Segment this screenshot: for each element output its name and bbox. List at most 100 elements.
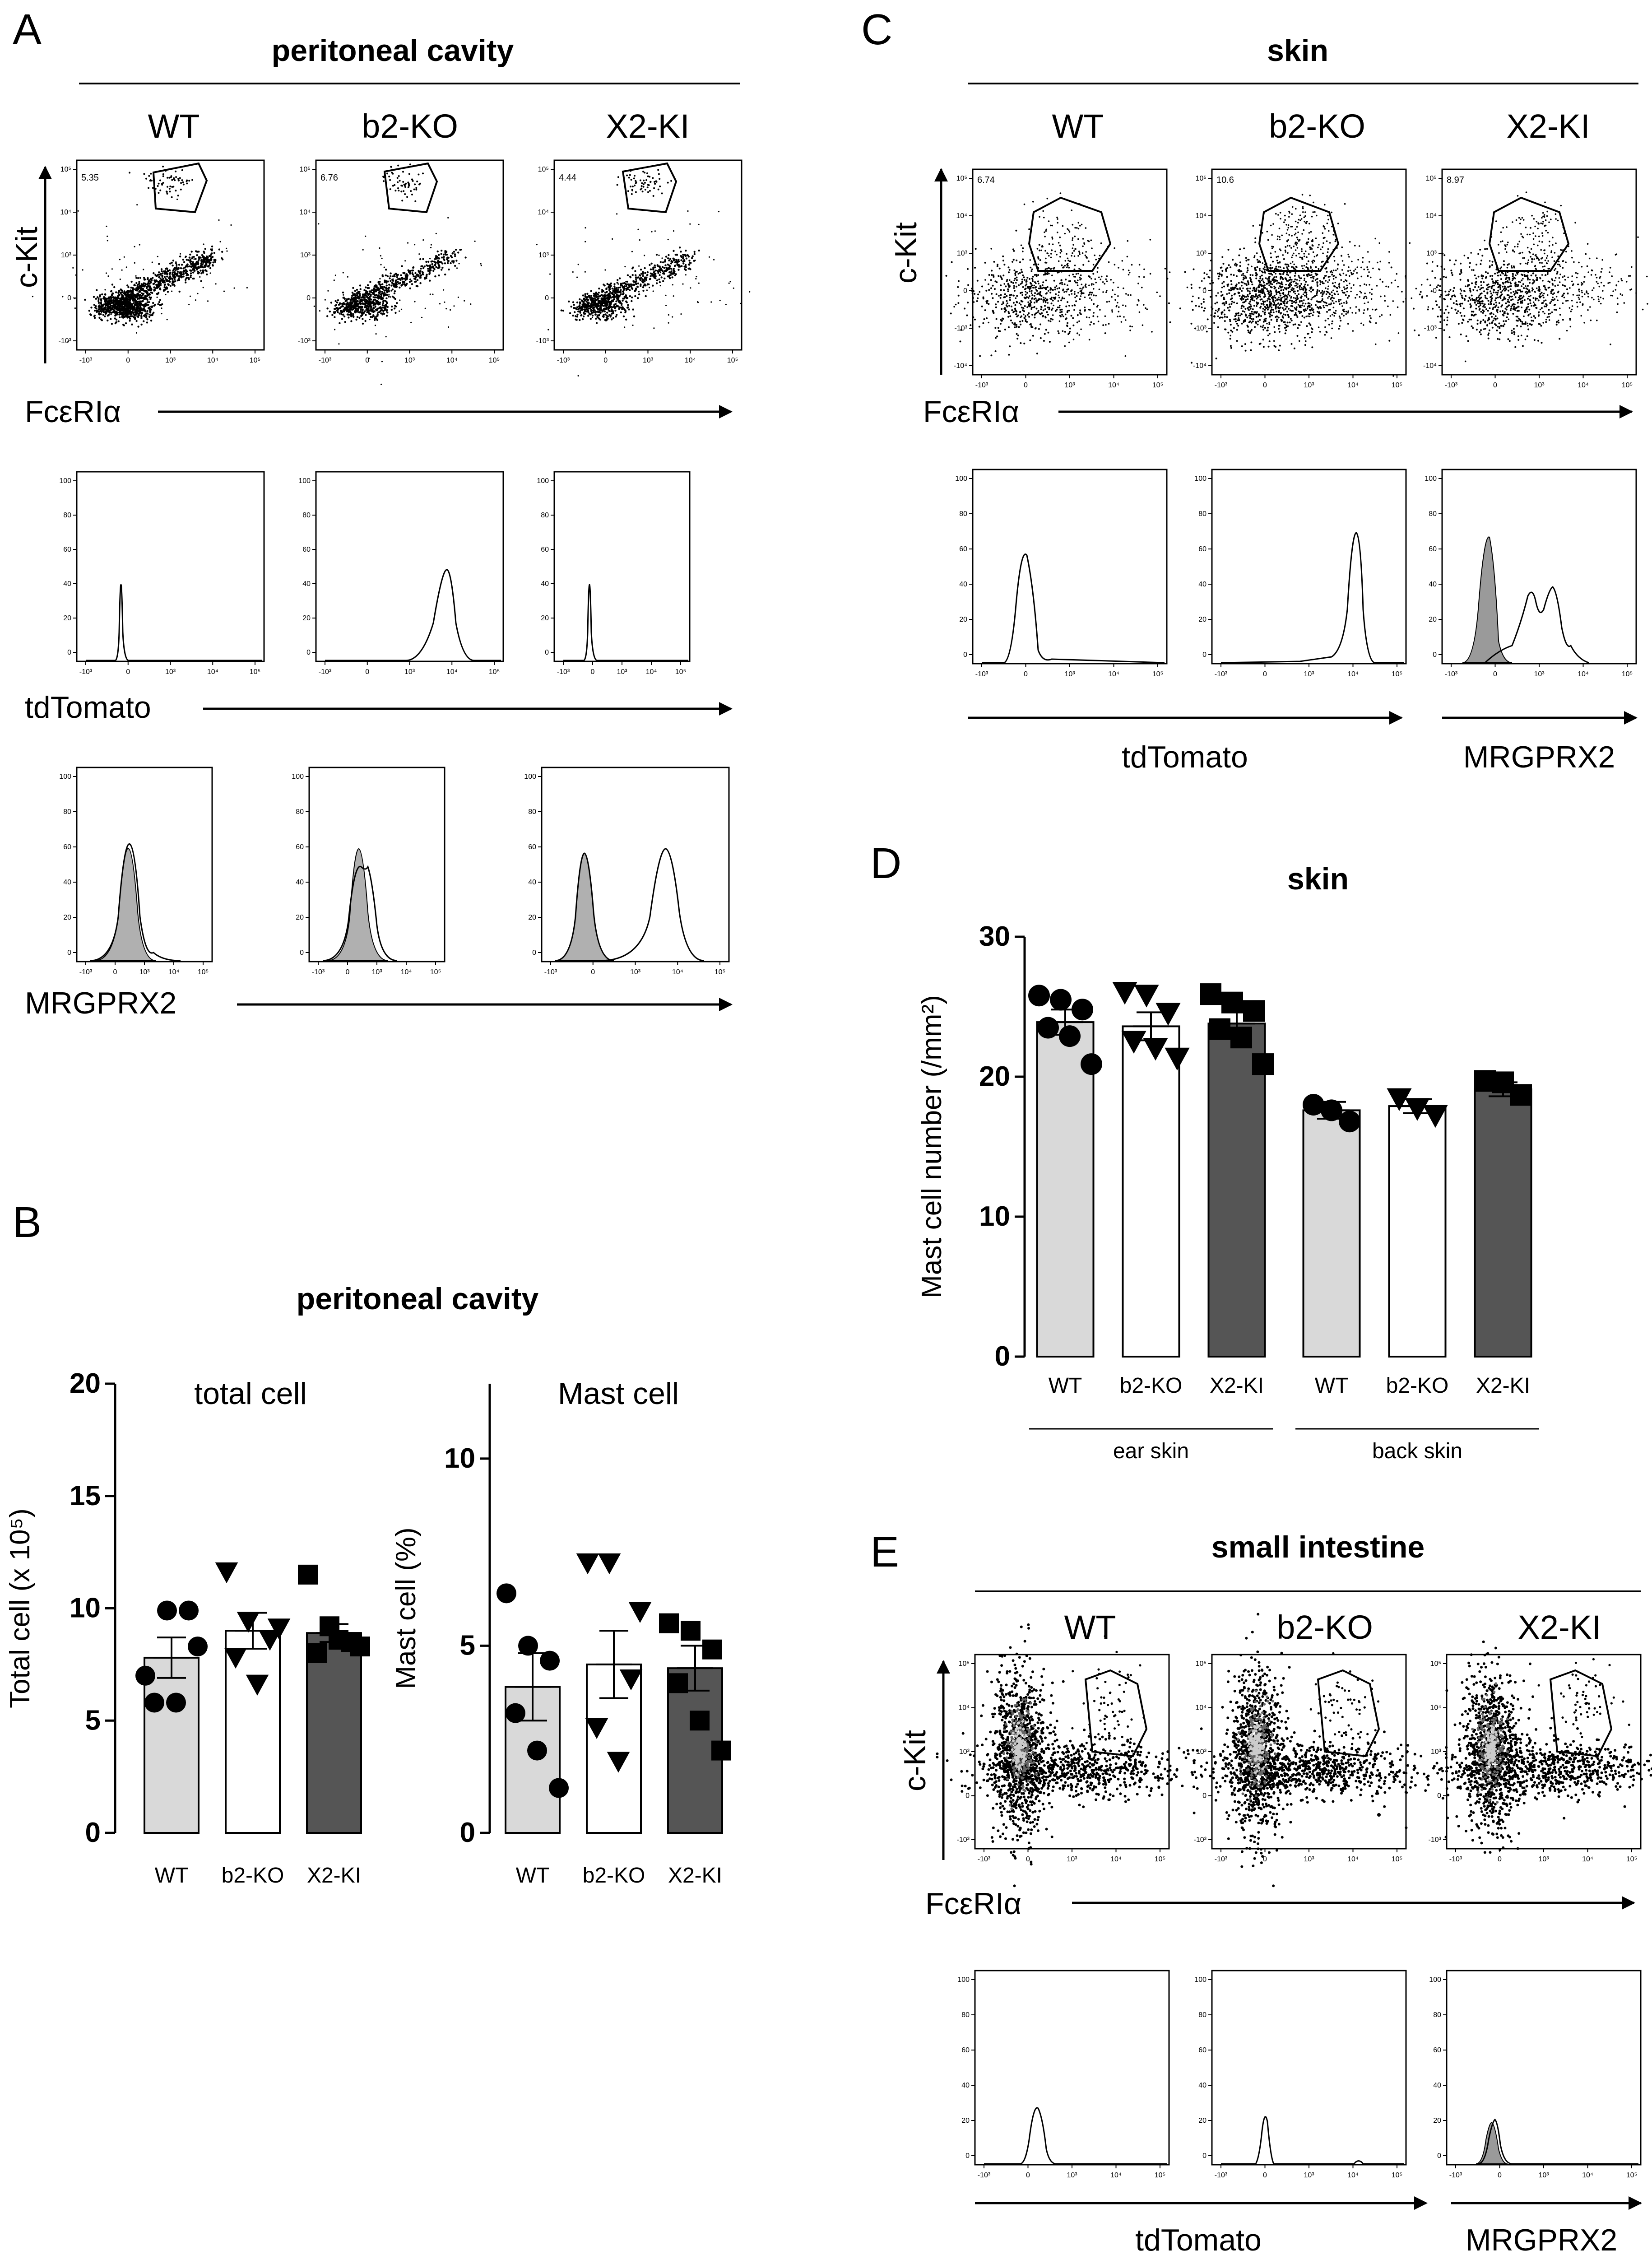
event-dot xyxy=(1058,297,1060,299)
event-dot xyxy=(1077,222,1080,224)
event-dot xyxy=(1223,304,1225,306)
event-dot xyxy=(630,285,632,288)
event-dot xyxy=(334,300,337,302)
event-dot xyxy=(1099,309,1101,311)
event-dot xyxy=(331,314,334,316)
event-dot xyxy=(598,292,600,294)
event-dot xyxy=(599,295,602,298)
event-dot xyxy=(1029,302,1031,305)
event-dot xyxy=(611,292,613,294)
event-dot xyxy=(1068,267,1070,269)
event-dot xyxy=(385,304,387,306)
event-dot xyxy=(1046,298,1049,301)
event-dot xyxy=(1059,315,1061,316)
event-dot xyxy=(356,316,359,318)
event-dot xyxy=(1019,272,1021,274)
event-dot xyxy=(408,182,410,185)
event-dot xyxy=(1156,291,1158,293)
event-dot xyxy=(132,306,135,308)
event-dot xyxy=(1100,279,1102,280)
event-dot xyxy=(1027,297,1030,299)
event-dot xyxy=(326,315,329,317)
event-dot xyxy=(985,289,988,292)
event-dot xyxy=(382,180,385,182)
event-dot xyxy=(651,274,654,277)
event-dot xyxy=(668,254,670,256)
event-dot xyxy=(1129,330,1131,331)
event-dot xyxy=(374,319,376,321)
event-dot xyxy=(135,277,138,279)
event-dot xyxy=(409,163,411,166)
event-dot xyxy=(1217,326,1219,328)
event-dot xyxy=(964,307,966,310)
event-dot xyxy=(1030,270,1033,272)
event-dot xyxy=(1067,284,1068,286)
event-dot xyxy=(1028,316,1030,318)
event-dot xyxy=(450,255,452,257)
event-dot xyxy=(687,210,689,212)
event-dot xyxy=(362,318,364,320)
bar xyxy=(144,1656,200,1834)
tick-label: 100 xyxy=(524,773,536,781)
event-dot xyxy=(1035,286,1037,288)
event-dot xyxy=(434,258,436,260)
event-dot xyxy=(1310,298,1313,301)
event-dot xyxy=(1097,321,1100,322)
event-dot xyxy=(122,324,125,326)
event-dot xyxy=(101,293,103,296)
event-dot xyxy=(1022,247,1024,249)
event-dot xyxy=(1069,327,1071,330)
event-dot xyxy=(166,191,168,193)
event-dot xyxy=(1091,293,1092,296)
event-dot xyxy=(685,274,687,276)
event-dot xyxy=(94,309,96,312)
event-dot xyxy=(656,279,659,282)
event-dot xyxy=(420,267,422,270)
event-dot xyxy=(118,289,121,292)
event-dot xyxy=(226,250,228,252)
event-dot xyxy=(390,309,393,311)
event-dot xyxy=(1058,242,1060,244)
panel-c-ckit-label: c-Kit xyxy=(889,222,923,284)
event-dot xyxy=(1237,312,1239,314)
tick-label: 10³ xyxy=(538,251,549,259)
event-dot xyxy=(626,174,628,177)
event-dot xyxy=(590,305,593,307)
event-dot xyxy=(1058,291,1060,293)
event-dot xyxy=(351,295,353,297)
event-dot xyxy=(605,314,608,317)
event-dot xyxy=(1259,281,1261,284)
event-dot xyxy=(172,281,174,284)
event-dot xyxy=(381,313,384,316)
tick-label: -10³ xyxy=(59,337,72,345)
event-dot xyxy=(434,263,436,265)
event-dot xyxy=(318,223,320,225)
event-dot xyxy=(415,187,418,189)
event-dot xyxy=(368,313,371,315)
event-dot xyxy=(611,318,613,321)
event-dot xyxy=(979,355,981,357)
event-dot xyxy=(366,291,368,293)
event-dot xyxy=(1136,304,1138,306)
tick-label: 10⁴ xyxy=(299,209,311,216)
event-dot xyxy=(413,278,416,280)
event-dot xyxy=(339,310,342,312)
event-dot xyxy=(435,255,437,257)
event-dot xyxy=(600,309,602,311)
event-dot xyxy=(367,284,369,286)
event-dot xyxy=(1035,297,1037,299)
event-dot xyxy=(1034,306,1035,308)
event-dot xyxy=(186,274,188,277)
event-dot xyxy=(1076,295,1078,297)
event-dot xyxy=(1089,309,1091,311)
event-dot xyxy=(176,270,179,273)
event-dot xyxy=(1106,301,1108,303)
event-dot xyxy=(1013,311,1015,312)
event-dot xyxy=(111,307,114,309)
event-dot xyxy=(342,305,344,307)
panel-a-hist-td-x2ki xyxy=(553,471,691,662)
event-dot xyxy=(1017,335,1019,337)
event-dot xyxy=(186,272,188,274)
event-dot xyxy=(150,320,153,322)
event-dot xyxy=(118,307,121,309)
